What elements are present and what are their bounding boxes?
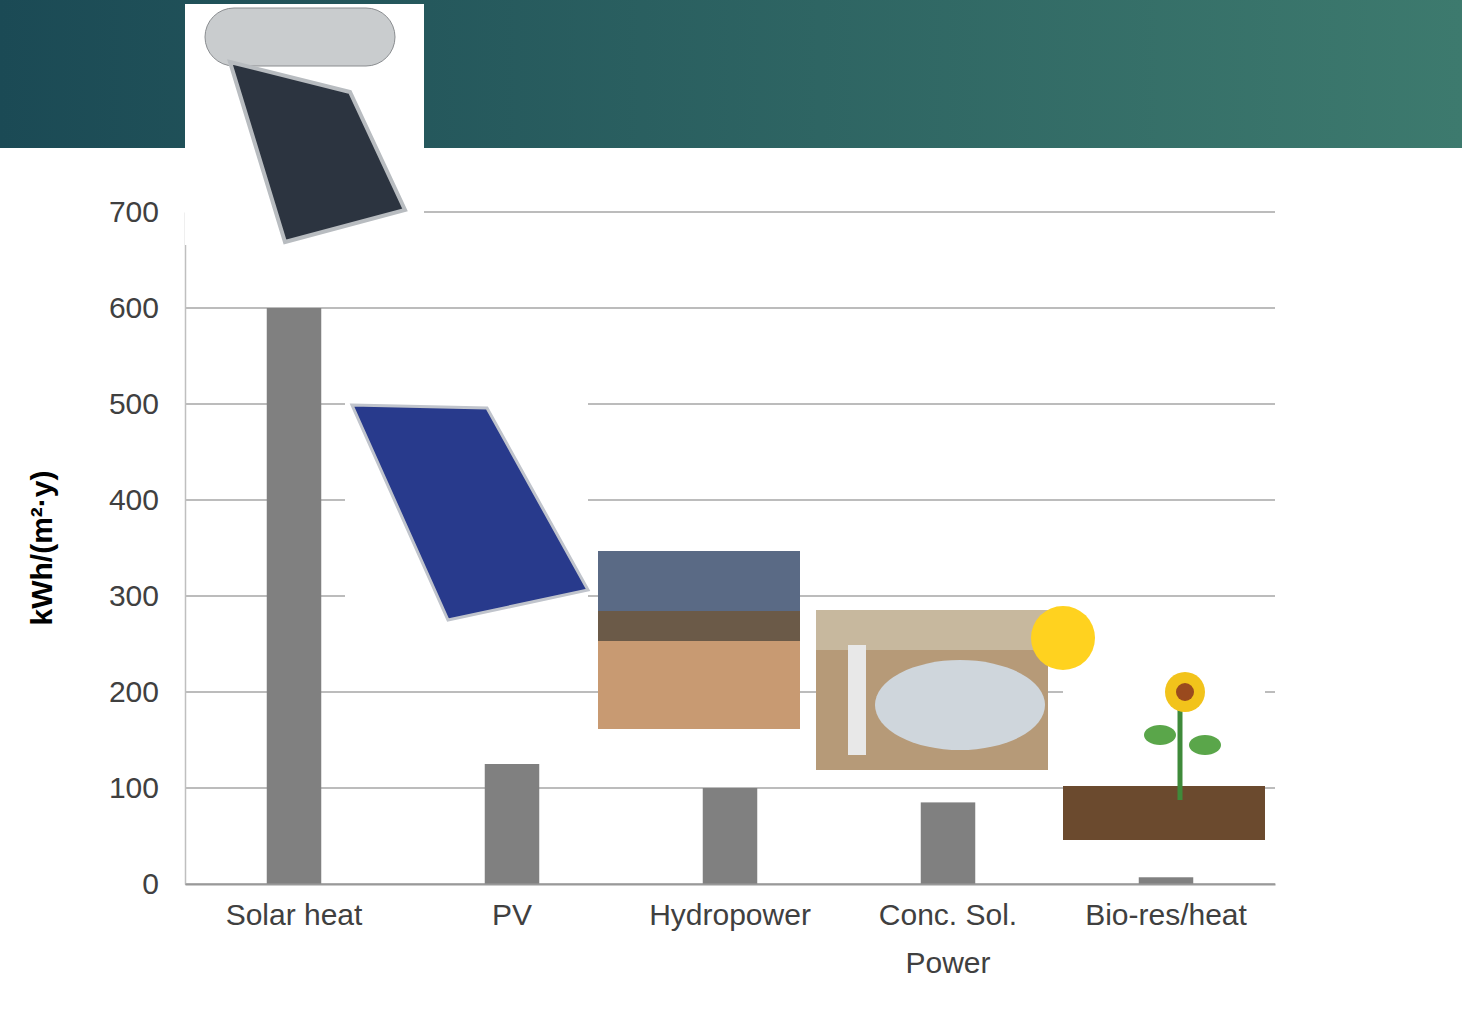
x-tick-label: PV [492,898,532,931]
axis-line [186,884,1276,886]
x-tick: Solar heat [226,884,363,931]
icon-leaf [1189,735,1221,755]
icon-mirrors [875,660,1045,750]
x-tick-label-line: Power [905,946,990,979]
y-tick-label: 200 [109,675,159,708]
icon-dam [598,611,800,641]
y-axis-title: kWh/(m²·y) [25,471,58,626]
y-axis: 0 100 200 300 400 500 600 700 [109,195,186,900]
bar [267,308,322,884]
y-tick-label: 700 [109,195,159,228]
x-tick: Hydropower [649,884,811,931]
icon-collector [230,62,405,242]
x-tick: PV [492,884,532,931]
y-tick-label: 500 [109,387,159,420]
y-tick-label: 100 [109,771,159,804]
icon-tank [205,8,395,66]
icon-leaf [1144,725,1176,745]
icon-stem [1178,700,1183,800]
y-tick: 300 [109,579,185,612]
y-tick: 400 [109,483,185,516]
bar [1139,877,1194,884]
y-tick-label: 0 [142,867,159,900]
x-tick: Bio-res/heat [1085,884,1247,931]
icon-background [816,610,1048,770]
chart: 0 100 200 300 400 500 600 700 Solar heat PV Hydrop… [0,0,1462,1014]
icon-background [598,551,800,729]
x-tick-label: Hydropower [649,898,811,931]
icon-flower [1165,672,1205,712]
grid [185,212,1275,884]
y-tick: 100 [109,771,185,804]
icon-flower-center [1176,683,1194,701]
bar [921,802,976,884]
icon-tower [848,645,866,755]
x-tick-label: Bio-res/heat [1085,898,1247,931]
icon-soil [1063,786,1265,840]
x-tick-label: Conc. Sol. Power [879,898,1017,979]
grid-line [185,307,1275,309]
x-tick-label-line: Conc. Sol. [879,898,1017,931]
bar [703,788,758,884]
icon-pv [352,405,588,620]
bars [267,308,1194,884]
y-tick-label: 400 [109,483,159,516]
y-tick: 700 [109,195,185,228]
axis-line [185,213,187,885]
icon-background [1063,638,1265,840]
bar [485,764,540,884]
y-tick: 500 [109,387,185,420]
icon-water [598,641,800,729]
x-tick: Conc. Sol. Power [879,884,1017,979]
y-tick-label: 600 [109,291,159,324]
icon-background [185,4,424,245]
icon-sky [816,610,1048,650]
y-tick: 200 [109,675,185,708]
icon-sun [1031,606,1095,670]
y-tick-label: 300 [109,579,159,612]
icon-sky [598,551,800,611]
x-axis: Solar heat PV Hydropower Conc. Sol. Power Bio… [186,884,1276,979]
y-tick: 600 [109,291,185,324]
y-tick: 0 [142,867,185,900]
icons [185,4,1265,840]
x-tick-label: Solar heat [226,898,363,931]
icon-background [345,403,588,633]
